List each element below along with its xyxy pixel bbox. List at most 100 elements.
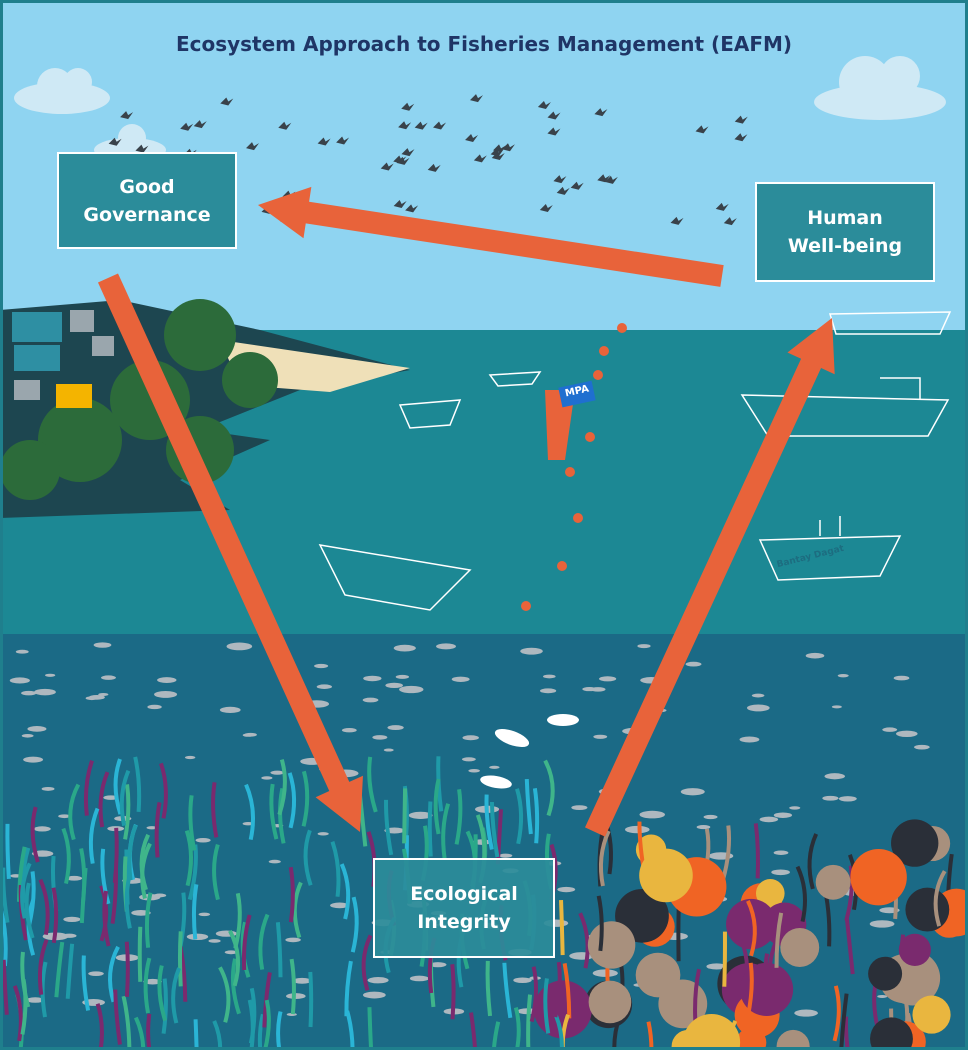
seagrass	[24, 882, 35, 939]
seagrass	[81, 955, 91, 1011]
seagrass	[139, 833, 150, 891]
fish	[147, 704, 162, 710]
seagrass	[345, 1010, 355, 1050]
fish	[451, 676, 470, 682]
fish	[703, 814, 718, 820]
seagrass	[244, 783, 256, 841]
fish	[195, 837, 211, 843]
float	[557, 561, 567, 571]
seagrass	[543, 759, 555, 817]
seagrass	[276, 1011, 283, 1050]
seagrass	[212, 844, 220, 901]
fish	[219, 706, 241, 714]
seagrass	[532, 787, 540, 844]
seagrass	[598, 830, 611, 887]
seagrass	[843, 1016, 850, 1050]
fish	[101, 675, 116, 680]
seagrass	[513, 1007, 521, 1050]
fish	[680, 788, 705, 796]
fish	[771, 869, 790, 876]
reef	[0, 756, 968, 1050]
seagrass	[367, 756, 378, 813]
fish	[226, 642, 253, 651]
fish	[330, 902, 350, 909]
fish	[143, 978, 162, 985]
seagrass	[144, 892, 153, 948]
fish	[831, 705, 842, 709]
seagrass	[553, 961, 562, 1018]
seagrass	[154, 802, 162, 858]
fish	[543, 674, 556, 679]
seagrass	[289, 958, 296, 1015]
coral	[898, 933, 931, 966]
bird	[401, 102, 415, 111]
bird	[433, 121, 447, 130]
fish	[462, 735, 479, 741]
bird	[597, 174, 611, 183]
boats	[318, 311, 952, 611]
bird	[180, 122, 194, 131]
coral	[850, 848, 907, 906]
fish	[88, 971, 104, 976]
seagrass	[262, 999, 271, 1050]
fish	[822, 795, 839, 801]
seagrass	[844, 865, 854, 922]
fish	[409, 975, 429, 982]
fish	[9, 677, 30, 684]
seagrass	[301, 770, 310, 827]
fish	[789, 806, 801, 810]
seagrass	[37, 938, 49, 995]
fish	[557, 886, 576, 893]
seagrass	[807, 833, 819, 890]
seagrass	[303, 829, 313, 886]
fish	[184, 755, 196, 760]
seagrass	[188, 795, 197, 851]
bird	[336, 136, 350, 145]
fish	[44, 673, 56, 677]
seagrass	[68, 783, 81, 841]
seagrass	[384, 799, 394, 856]
seagrass	[110, 868, 119, 924]
title: Ecosystem Approach to Fisheries Manageme…	[175, 32, 793, 56]
fish	[461, 757, 476, 762]
bird	[695, 125, 709, 134]
seagrass	[159, 762, 168, 819]
bird	[734, 133, 748, 142]
seagrass	[469, 1012, 478, 1050]
fish	[23, 756, 44, 763]
bird	[398, 121, 412, 130]
seagrass	[83, 759, 94, 816]
fish	[436, 643, 456, 650]
bird	[734, 115, 748, 124]
seagrass	[30, 806, 40, 863]
fish	[893, 675, 910, 681]
seagrass	[367, 1007, 374, 1050]
seagrass	[95, 1003, 104, 1050]
fish	[896, 730, 918, 738]
seagrass	[433, 778, 441, 835]
seagrass	[61, 827, 71, 885]
seagrass	[339, 863, 351, 920]
arrow	[97, 273, 363, 832]
seagrass	[275, 922, 283, 978]
seagrass	[124, 872, 133, 929]
seagrass	[269, 783, 279, 840]
seagrass	[133, 756, 142, 813]
coral	[588, 980, 632, 1024]
seagrass	[287, 772, 297, 829]
fish	[292, 977, 312, 984]
bird	[393, 155, 407, 164]
seagrass	[839, 993, 849, 1049]
fish	[395, 674, 410, 679]
fish	[154, 690, 178, 698]
seagrass	[143, 957, 152, 1014]
float	[617, 323, 627, 333]
fish	[794, 1009, 818, 1017]
node-box: Ecological Integrity	[373, 858, 555, 958]
bird	[723, 217, 737, 226]
mpa-flag	[558, 380, 596, 408]
seagrass	[258, 913, 270, 970]
seagrass	[489, 802, 500, 858]
bird	[427, 163, 441, 172]
